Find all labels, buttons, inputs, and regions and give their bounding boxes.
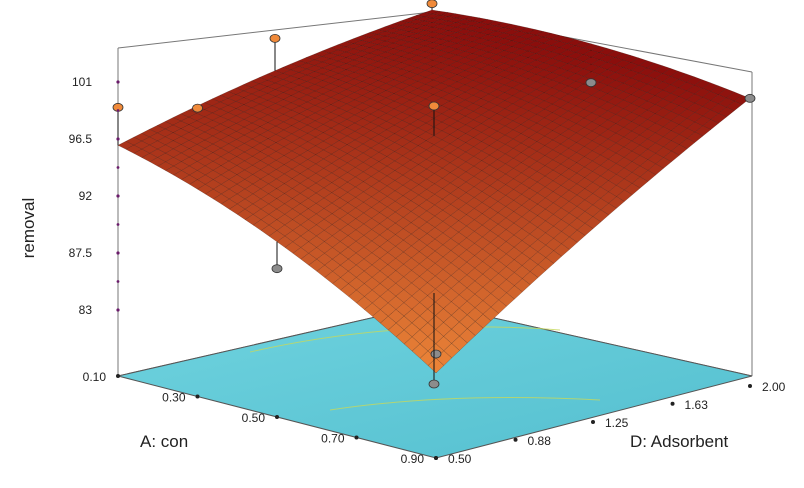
- center-design-point: [428, 379, 440, 389]
- design-point-above: [269, 34, 281, 43]
- surface-cell: [427, 357, 445, 374]
- design-point-below: [271, 264, 283, 274]
- z-tick-label: 83: [79, 303, 93, 317]
- y-tick-mark: [591, 420, 595, 424]
- z-axis-label: removal: [19, 198, 38, 258]
- design-point-below: [744, 93, 756, 103]
- y-tick-label: 2.00: [762, 380, 786, 394]
- design-point-above: [426, 0, 438, 9]
- x-tick-label: 0.10: [83, 370, 107, 384]
- z-minor-tick: [116, 166, 120, 169]
- z-minor-tick: [116, 223, 120, 226]
- floor-contour-line: [329, 397, 601, 411]
- design-point-above: [428, 101, 440, 111]
- x-tick-mark: [275, 415, 279, 419]
- z-tick-mark: [116, 137, 120, 141]
- y-tick-mark: [513, 437, 518, 442]
- y-tick-label: 1.25: [605, 416, 629, 430]
- x-tick-label: 0.90: [401, 452, 425, 466]
- y-tick-label: 0.88: [528, 434, 552, 448]
- y-tick-mark: [748, 384, 752, 388]
- x-ticks: 0.10 0.30 0.50 0.70 0.90: [83, 370, 438, 466]
- z-tick-mark: [116, 194, 120, 198]
- y-tick-mark: [670, 401, 675, 406]
- x-tick-mark: [354, 435, 359, 440]
- z-tick-label: 92: [79, 189, 93, 203]
- x-tick-label: 0.50: [242, 411, 266, 425]
- z-tick-mark: [116, 251, 120, 255]
- z-tick-label: 96.5: [69, 132, 93, 146]
- y-tick-mark: [434, 456, 438, 460]
- y-ticks: 0.50 0.88 1.25 1.63 2.00: [434, 380, 786, 466]
- z-ticks: 83 87.5 92 96.5 101: [69, 75, 120, 317]
- z-tick-mark: [116, 308, 120, 312]
- design-points: [112, 0, 756, 389]
- z-tick-label: 101: [72, 75, 92, 89]
- z-minor-tick: [116, 280, 120, 283]
- z-tick-label: 87.5: [69, 246, 93, 260]
- design-point-below: [585, 78, 597, 88]
- x-tick-mark: [195, 394, 200, 399]
- z-minor-tick: [116, 109, 120, 112]
- design-point-below: [430, 349, 442, 359]
- response-surface: [117, 9, 751, 374]
- y-tick-label: 1.63: [685, 398, 709, 412]
- z-tick-mark: [116, 80, 120, 84]
- back-top-left-edge: [117, 11, 433, 49]
- x-tick-label: 0.70: [321, 432, 345, 446]
- design-point-above: [192, 103, 203, 113]
- y-axis-label: D: Adsorbent: [630, 432, 729, 451]
- x-tick-label: 0.30: [162, 391, 186, 405]
- x-tick-mark: [116, 374, 120, 378]
- x-axis-label: A: con: [140, 432, 188, 451]
- y-tick-label: 0.50: [448, 452, 472, 466]
